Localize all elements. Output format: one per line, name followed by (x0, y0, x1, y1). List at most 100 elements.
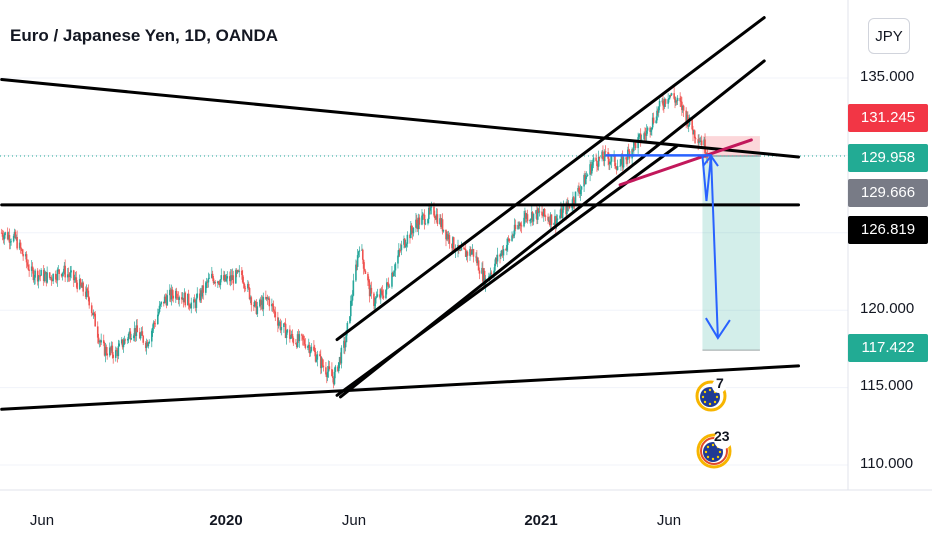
candle-body (339, 357, 342, 364)
candle-body (126, 338, 129, 341)
candle-body (272, 306, 275, 311)
candle-body (452, 237, 455, 250)
candle-body (170, 289, 173, 300)
candle-body (601, 151, 603, 159)
candle-body (358, 250, 361, 252)
candle-body (356, 255, 359, 267)
candle-body (465, 251, 468, 257)
candle-body (274, 311, 277, 318)
candle-body (117, 346, 120, 357)
candle-body (703, 139, 705, 146)
candle-body (328, 366, 331, 370)
candle-body (514, 224, 517, 230)
candle-body (313, 350, 316, 353)
candle-body (184, 292, 187, 306)
candle-body (333, 371, 336, 385)
candle-body (99, 341, 102, 343)
candle-body (199, 293, 201, 301)
candle-body (319, 354, 321, 357)
candle-body (469, 249, 471, 256)
candle-body (320, 359, 323, 369)
candle-body (283, 323, 285, 328)
eu-flag-icon[interactable] (695, 431, 732, 469)
candle-body (307, 346, 309, 348)
candle-body (344, 342, 347, 348)
candle-body (651, 117, 654, 128)
candle-body (538, 211, 541, 213)
candle-body (42, 269, 45, 281)
candle-body (68, 275, 71, 277)
candle-body (144, 342, 147, 349)
event-count: 23 (714, 428, 730, 444)
candle-body (650, 130, 652, 132)
candle-body (133, 328, 136, 336)
candle-body (586, 174, 589, 176)
time-tick: Jun (341, 512, 367, 529)
candle-body (572, 197, 575, 204)
time-tick-year: 2020 (209, 512, 243, 529)
candle-body (253, 304, 255, 307)
candle-body (566, 202, 568, 215)
candle-body (591, 162, 594, 166)
candle-body (304, 344, 307, 348)
candle-body (470, 251, 473, 255)
candle-body (367, 280, 370, 283)
candle-body (544, 215, 547, 217)
candle-body (442, 229, 445, 232)
candle-body (349, 316, 351, 323)
candle-body (501, 250, 504, 256)
candle-body (506, 238, 509, 245)
candle-body (127, 334, 130, 339)
candle-body (693, 130, 696, 139)
candle-body (685, 110, 687, 123)
candle-body (104, 346, 107, 356)
candle-body (675, 100, 678, 102)
candle-body (236, 270, 239, 273)
candle-body (511, 235, 513, 241)
candle-body (283, 323, 286, 325)
candle-body (279, 322, 282, 331)
candle-body (302, 339, 305, 341)
candle-body (355, 264, 358, 267)
candle-body (620, 158, 622, 166)
candle-body (535, 210, 537, 214)
candle-body (266, 297, 269, 299)
candle-body (652, 117, 655, 123)
candle-body (157, 311, 160, 315)
candle-body (105, 346, 108, 354)
candle-body (260, 300, 263, 305)
candle-body (130, 338, 133, 340)
candle-body (96, 326, 99, 338)
candle-body (290, 334, 293, 337)
candle-body (259, 299, 261, 307)
candle-body (235, 270, 237, 284)
candle-body (529, 219, 531, 222)
candle-body (139, 334, 142, 339)
candle-body (655, 120, 657, 123)
candle-body (429, 207, 432, 211)
candle-body (502, 248, 505, 256)
candle-body (627, 149, 630, 152)
candle-body (43, 274, 46, 281)
candle-body (583, 175, 585, 187)
candle-body (75, 277, 78, 283)
candle-body (697, 139, 699, 144)
candle-body (313, 346, 315, 351)
candle-body (530, 212, 533, 219)
candle-body (634, 142, 637, 149)
currency-button[interactable]: JPY (868, 18, 910, 54)
candle-body (244, 287, 247, 289)
price-tick: 135.000 (860, 68, 915, 85)
time-tick-year: 2021 (524, 512, 558, 529)
candle-body (536, 208, 539, 220)
candle-body (530, 218, 532, 220)
candle-body (493, 270, 495, 274)
candle-body (445, 229, 447, 240)
candle-body (700, 140, 703, 146)
eu-flag-icon[interactable] (695, 379, 727, 412)
candle-body (322, 365, 325, 368)
candle-body (561, 209, 564, 218)
candle-body (537, 208, 540, 213)
drawn-trendlines (0, 16, 801, 411)
